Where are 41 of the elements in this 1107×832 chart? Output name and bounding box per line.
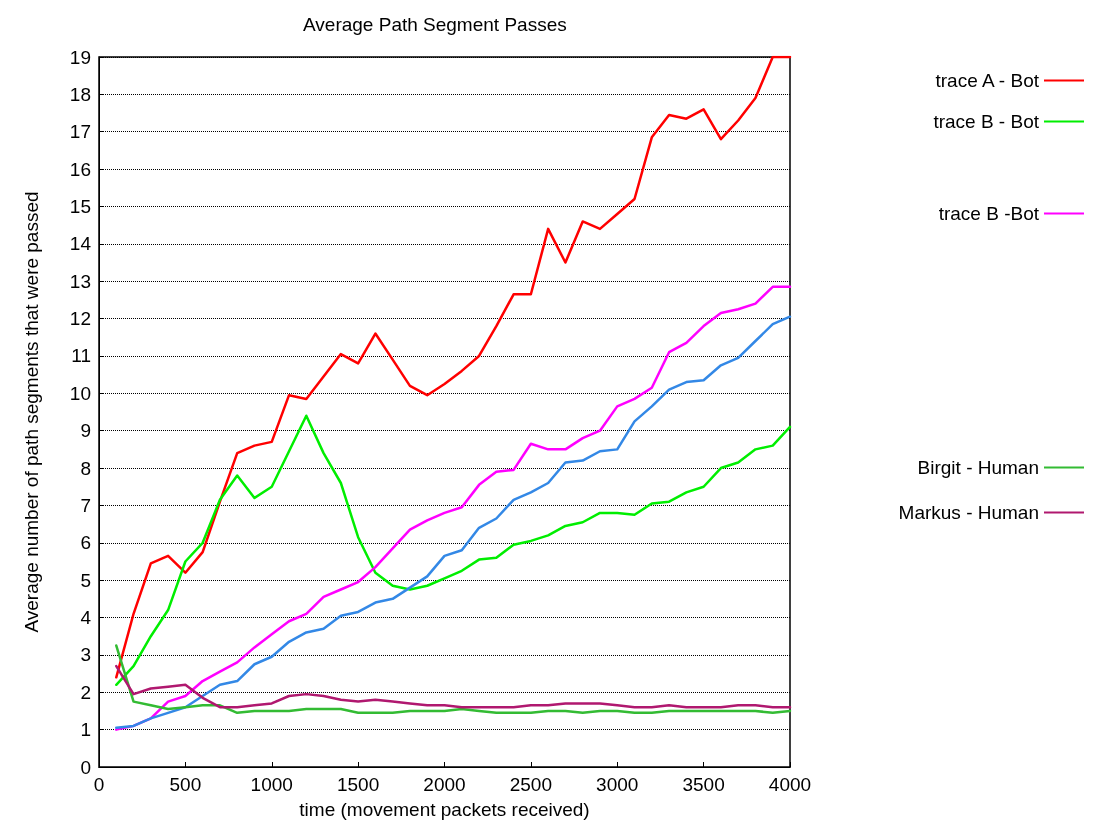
x-tick-label: 3000 bbox=[596, 774, 639, 795]
y-tick-label: 0 bbox=[80, 756, 91, 778]
y-tick-label: 10 bbox=[69, 382, 91, 404]
legend-label: Birgit - Human bbox=[917, 457, 1039, 478]
line-series bbox=[115, 644, 792, 715]
x-tick-label: 500 bbox=[169, 774, 202, 795]
legend-label: trace B - Bot bbox=[933, 111, 1040, 132]
y-tick-label: 18 bbox=[69, 83, 91, 105]
y-tick-label: 6 bbox=[80, 532, 91, 554]
y-tick-label: 9 bbox=[80, 420, 91, 442]
line-series bbox=[115, 414, 792, 687]
x-tick-label: 1000 bbox=[250, 774, 293, 795]
y-tick-label: 13 bbox=[69, 270, 91, 292]
y-tick-label: 12 bbox=[69, 308, 91, 330]
y-tick-label: 3 bbox=[80, 644, 91, 666]
x-tick-label: 0 bbox=[93, 774, 105, 795]
legend-label: trace B -Bot bbox=[938, 203, 1040, 224]
y-tick-label: 11 bbox=[71, 345, 91, 367]
y-tick-label: 14 bbox=[69, 233, 92, 255]
y-tick-label: 16 bbox=[69, 158, 91, 180]
x-tick-label: 3500 bbox=[682, 774, 725, 795]
line-series bbox=[115, 55, 792, 679]
y-tick-label: 2 bbox=[80, 681, 91, 703]
y-axis-title: Average number of path segments that were passed bbox=[21, 191, 42, 633]
x-axis-title: time (movement packets received) bbox=[299, 799, 590, 820]
chart-title: Average Path Segment Passes bbox=[303, 14, 567, 35]
line-series bbox=[115, 664, 792, 709]
y-tick-label: 19 bbox=[69, 46, 91, 68]
y-tick-label: 8 bbox=[80, 457, 91, 479]
x-tick-label: 2500 bbox=[509, 774, 553, 795]
y-tick-label: 17 bbox=[69, 121, 91, 143]
y-tick-label: 15 bbox=[69, 195, 91, 217]
x-tick-label: 1500 bbox=[336, 774, 380, 795]
x-tick-label: 2000 bbox=[423, 774, 466, 795]
legend-label: Markus - Human bbox=[898, 502, 1039, 523]
x-tick-label: 4000 bbox=[768, 774, 812, 795]
y-tick-label: 4 bbox=[80, 607, 92, 629]
y-tick-label: 5 bbox=[80, 569, 91, 591]
y-tick-label: 1 bbox=[80, 719, 91, 741]
legend-label: trace A - Bot bbox=[935, 70, 1040, 91]
y-tick-label: 7 bbox=[80, 494, 91, 516]
